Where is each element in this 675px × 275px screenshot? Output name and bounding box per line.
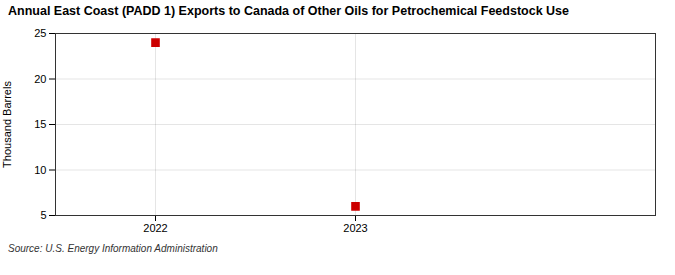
- html-text:Source: U.S. Energy Informatio: Source: U.S. Energy Information Administ…: [8, 243, 218, 254]
- svg-text:2023: 2023: [343, 222, 367, 234]
- svg-text:Thousand Barrels: Thousand Barrels: [1, 81, 13, 168]
- svg-text:25: 25: [34, 27, 46, 39]
- svg-text:10: 10: [34, 164, 46, 176]
- svg-text:2022: 2022: [143, 222, 167, 234]
- svg-text:20: 20: [34, 73, 46, 85]
- svg-text:5: 5: [40, 209, 46, 221]
- svg-text:15: 15: [34, 118, 46, 130]
- html-text:Annual East Coast (PADD 1) Exp: Annual East Coast (PADD 1) Exports to Ca…: [8, 4, 569, 18]
